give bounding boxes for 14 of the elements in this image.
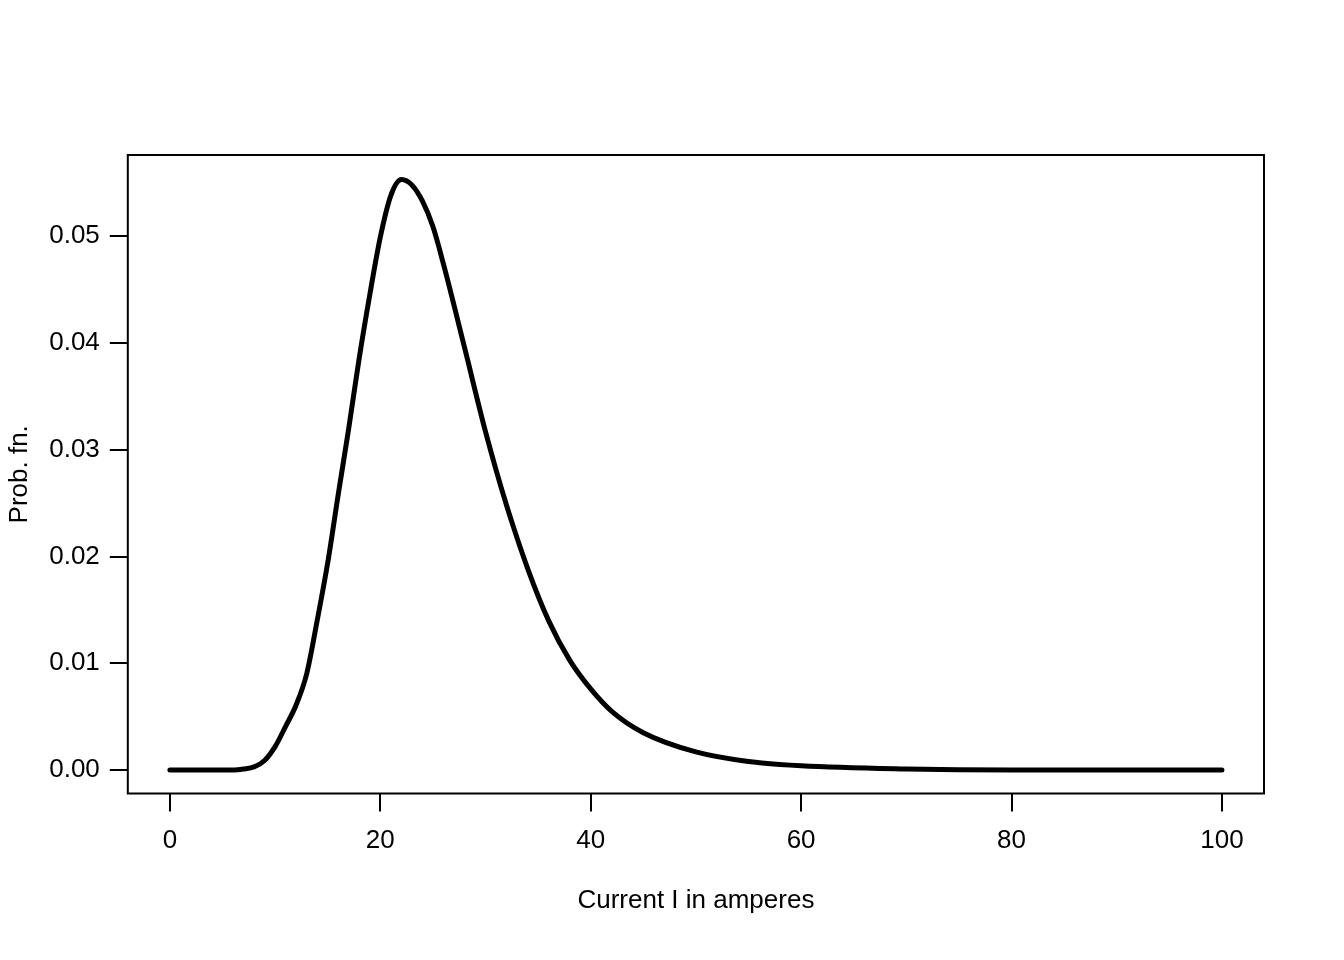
x-axis-title: Current I in amperes <box>577 883 815 914</box>
x-tick-label: 60 <box>786 824 816 855</box>
y-axis-title: Prob. fn. <box>2 425 33 524</box>
y-tick-label: 0.00 <box>49 753 100 784</box>
y-tick-label: 0.03 <box>49 432 100 463</box>
y-tick-label: 0.01 <box>49 646 100 677</box>
y-tick-label: 0.02 <box>49 539 100 570</box>
x-tick-label: 100 <box>1200 824 1244 855</box>
y-tick-label: 0.05 <box>49 219 100 250</box>
x-tick-label: 40 <box>576 824 606 855</box>
x-tick-label: 0 <box>162 824 178 855</box>
y-tick-label: 0.04 <box>49 326 100 357</box>
x-tick-label: 20 <box>365 824 395 855</box>
x-tick-label: 80 <box>997 824 1026 855</box>
